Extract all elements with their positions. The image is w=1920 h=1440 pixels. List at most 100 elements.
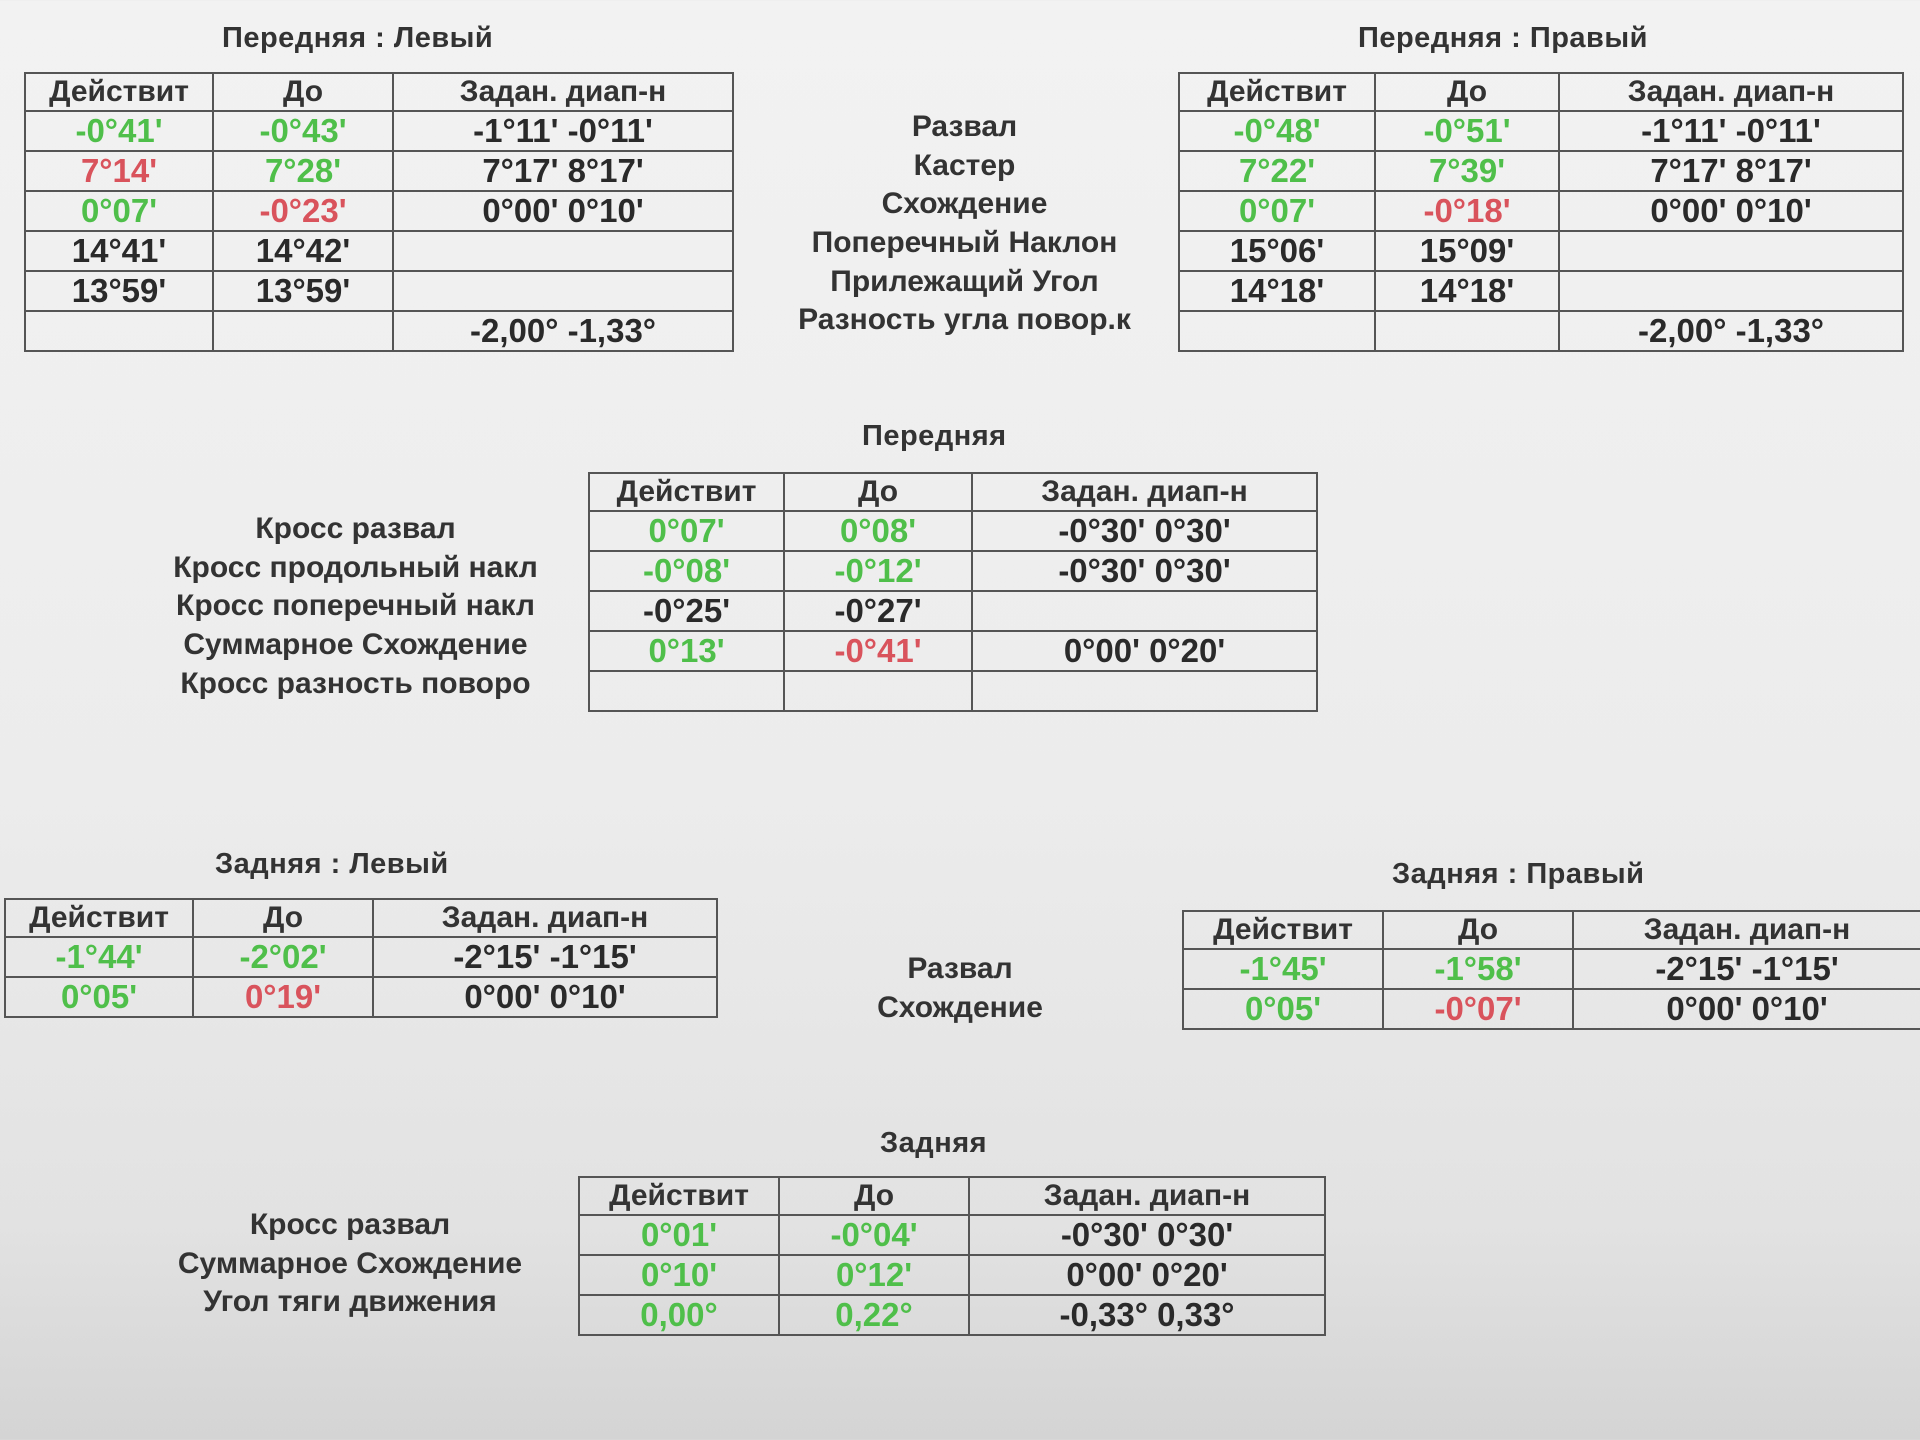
- before-cell: 7°28': [212, 150, 394, 192]
- actual-header: Действит: [1178, 72, 1376, 112]
- table-row: 14°41' 14°42': [24, 230, 734, 272]
- range-cell: [392, 270, 734, 312]
- range-cell: -1°11' -0°11': [392, 110, 734, 152]
- range-cell: 7°17' 8°17': [1558, 150, 1904, 192]
- table-row: 7°14' 7°28' 7°17' 8°17': [24, 150, 734, 192]
- actual-cell: 0°10': [578, 1254, 780, 1296]
- actual-header: Действит: [578, 1176, 780, 1216]
- before-cell: 0,22°: [778, 1294, 970, 1336]
- actual-cell: [1178, 310, 1376, 352]
- actual-cell: -1°45': [1182, 948, 1384, 990]
- rear-axle-labels: Кросс развал Суммарное Схождение Угол тяги…: [140, 1206, 560, 1322]
- range-cell: 7°17' 8°17': [392, 150, 734, 192]
- table-row: 13°59' 13°59': [24, 270, 734, 312]
- before-header: До: [212, 72, 394, 112]
- range-cell: -0°30' 0°30': [971, 510, 1318, 552]
- before-header: До: [1374, 72, 1560, 112]
- rear-axle-title: Задняя: [880, 1127, 988, 1159]
- actual-cell: 7°14': [24, 150, 214, 192]
- row-label: Схождение: [877, 990, 1043, 1024]
- rear-left-title: Задняя : Левый: [215, 848, 449, 880]
- actual-cell: 14°18': [1178, 270, 1376, 312]
- table-row: -0°25' -0°27': [588, 590, 1318, 632]
- table-row: 15°06' 15°09': [1178, 230, 1904, 272]
- actual-cell: -0°08': [588, 550, 785, 592]
- row-label: Кастер: [913, 148, 1016, 182]
- header-row: Действит До Задан. диап-н: [24, 72, 734, 112]
- actual-cell: 0°07': [1178, 190, 1376, 232]
- table-row: 0°07' -0°18' 0°00' 0°10': [1178, 190, 1904, 232]
- actual-cell: 13°59': [24, 270, 214, 312]
- front-right-table: Действит До Задан. диап-н -0°48' -0°51' -1°11…: [1178, 72, 1904, 352]
- actual-cell: [24, 310, 214, 352]
- range-cell: -0°30' 0°30': [968, 1214, 1326, 1256]
- range-cell: -1°11' -0°11': [1558, 110, 1904, 152]
- actual-cell: 15°06': [1178, 230, 1376, 272]
- before-cell: -0°43': [212, 110, 394, 152]
- range-cell: 0°00' 0°20': [968, 1254, 1326, 1296]
- before-cell: 14°42': [212, 230, 394, 272]
- front-axle-labels: Кросс развал Кросс продольный накл Кросс п…: [128, 510, 583, 703]
- before-cell: 0°12': [778, 1254, 970, 1296]
- before-cell: -0°07': [1382, 988, 1574, 1030]
- row-label: Кросс разность поворо: [180, 666, 531, 700]
- range-header: Задан. диап-н: [968, 1176, 1326, 1216]
- row-label: Прилежащий Угол: [830, 264, 1099, 298]
- range-cell: [1558, 270, 1904, 312]
- header-row: Действит До Задан. диап-н: [1178, 72, 1904, 112]
- actual-cell: 7°22': [1178, 150, 1376, 192]
- actual-cell: 0°01': [578, 1214, 780, 1256]
- before-cell: 7°39': [1374, 150, 1560, 192]
- before-header: До: [1382, 910, 1574, 950]
- actual-cell: 0°13': [588, 630, 785, 672]
- actual-cell: 14°41': [24, 230, 214, 272]
- table-row: 0°07' -0°23' 0°00' 0°10': [24, 190, 734, 232]
- before-cell: -0°41': [783, 630, 973, 672]
- range-header: Задан. диап-н: [971, 472, 1318, 512]
- range-cell: -2°15' -1°15': [372, 936, 718, 978]
- range-cell: 0°00' 0°10': [1572, 988, 1920, 1030]
- row-label: Развал: [907, 952, 1013, 985]
- range-cell: -2,00° -1,33°: [392, 310, 734, 352]
- actual-header: Действит: [4, 898, 194, 938]
- row-label: Поперечный Наклон: [811, 226, 1118, 260]
- table-row: -2,00° -1,33°: [1178, 310, 1904, 352]
- range-cell: 0°00' 0°10': [372, 976, 718, 1018]
- range-cell: 0°00' 0°20': [971, 630, 1318, 672]
- row-label: Суммарное Схождение: [177, 1246, 523, 1280]
- table-row: -0°41' -0°43' -1°11' -0°11': [24, 110, 734, 152]
- range-cell: [1558, 230, 1904, 272]
- table-row: 7°22' 7°39' 7°17' 8°17': [1178, 150, 1904, 192]
- before-cell: [1374, 310, 1560, 352]
- actual-cell: -0°41': [24, 110, 214, 152]
- actual-header: Действит: [1182, 910, 1384, 950]
- table-row: 0°05' 0°19' 0°00' 0°10': [4, 976, 718, 1018]
- table-row: -0°08' -0°12' -0°30' 0°30': [588, 550, 1318, 592]
- row-label: Угол тяги движения: [203, 1285, 497, 1319]
- row-label: Суммарное Схождение: [183, 628, 528, 662]
- before-cell: -0°04': [778, 1214, 970, 1256]
- row-label: Схождение: [881, 187, 1048, 221]
- range-cell: [971, 590, 1318, 632]
- rear-axle-table: Действит До Задан. диап-н 0°01' -0°04' -0°30'…: [578, 1176, 1326, 1336]
- before-cell: -0°51': [1374, 110, 1560, 152]
- front-right-title: Передняя : Правый: [1358, 22, 1648, 54]
- before-cell: -0°27': [783, 590, 973, 632]
- actual-cell: 0°07': [588, 510, 785, 552]
- table-row: [588, 670, 1318, 712]
- table-row: -0°48' -0°51' -1°11' -0°11': [1178, 110, 1904, 152]
- before-cell: -0°23': [212, 190, 394, 232]
- before-cell: [783, 670, 973, 712]
- rear-left-table: Действит До Задан. диап-н -1°44' -2°02' -2°15…: [4, 898, 718, 1018]
- actual-cell: -0°25': [588, 590, 785, 632]
- header-row: Действит До Задан. диап-н: [4, 898, 718, 938]
- header-row: Действит До Задан. диап-н: [1182, 910, 1920, 950]
- table-row: -1°44' -2°02' -2°15' -1°15': [4, 936, 718, 978]
- actual-header: Действит: [24, 72, 214, 112]
- before-cell: -0°18': [1374, 190, 1560, 232]
- range-header: Задан. диап-н: [372, 898, 718, 938]
- before-cell: -2°02': [192, 936, 374, 978]
- row-label: Развал: [911, 110, 1018, 143]
- row-label: Кросс поперечный накл: [176, 589, 535, 623]
- range-cell: [971, 670, 1318, 712]
